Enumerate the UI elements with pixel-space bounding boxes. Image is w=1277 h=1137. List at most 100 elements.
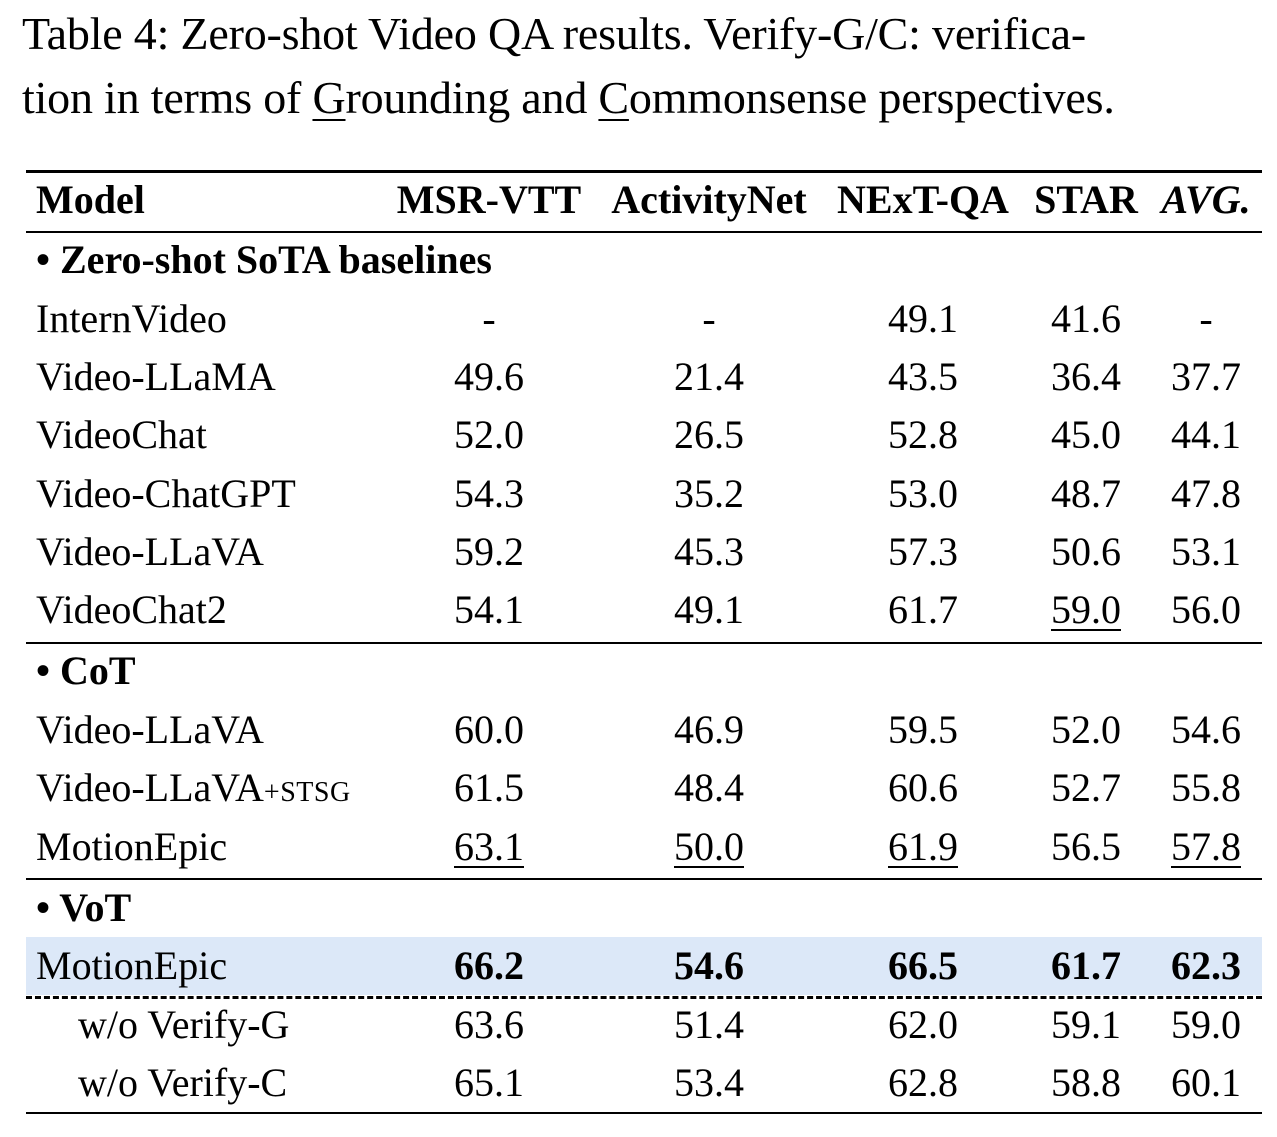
value-star: 45.0 bbox=[1051, 412, 1121, 457]
value-star: 41.6 bbox=[1051, 296, 1121, 341]
value-msrvtt: 63.1 bbox=[389, 818, 589, 876]
underlined-value: 59.0 bbox=[1051, 587, 1121, 632]
value-activitynet: 45.3 bbox=[674, 529, 744, 574]
value-avg: 37.7 bbox=[1171, 354, 1241, 399]
value-nextqa: 61.7 bbox=[888, 587, 958, 632]
header-col-star: STAR bbox=[1034, 177, 1138, 222]
value-avg: 55.8 bbox=[1171, 765, 1241, 810]
table-caption: Table 4: Zero-shot Video QA results. Ver… bbox=[22, 2, 1272, 130]
underlined-value: 61.9 bbox=[888, 824, 958, 869]
value-msrvtt: 49.6 bbox=[454, 354, 524, 399]
value-avg: 47.8 bbox=[1171, 471, 1241, 516]
highlighted-row-bg bbox=[26, 937, 1262, 995]
model-name: Video-LLaVA bbox=[36, 707, 264, 752]
value-nextqa: 59.5 bbox=[888, 707, 958, 752]
value-msrvtt: 59.2 bbox=[454, 529, 524, 574]
value-star: 61.7 bbox=[1051, 943, 1121, 988]
value-nextqa: 49.1 bbox=[888, 296, 958, 341]
model-name: VideoChat bbox=[36, 412, 207, 457]
underlined-value: 63.1 bbox=[454, 824, 524, 869]
section-rule bbox=[26, 878, 1262, 880]
model-name-suffix: +STSG bbox=[263, 777, 351, 808]
value-msrvtt: 65.1 bbox=[454, 1060, 524, 1105]
value-nextqa: 66.5 bbox=[888, 943, 958, 988]
value-nextqa: 57.3 bbox=[888, 529, 958, 574]
value-star: 59.1 bbox=[1051, 1002, 1121, 1047]
value-star: 58.8 bbox=[1051, 1060, 1121, 1105]
dashed-rule bbox=[26, 996, 1262, 999]
value-activitynet: 21.4 bbox=[674, 354, 744, 399]
model-name: w/o Verify-G bbox=[78, 1002, 290, 1047]
model-name: MotionEpic bbox=[36, 824, 228, 869]
header-col-msrvtt: MSR-VTT bbox=[396, 177, 582, 222]
model-name: InternVideo bbox=[36, 296, 227, 341]
value-nextqa: 52.8 bbox=[888, 412, 958, 457]
value-msrvtt: 52.0 bbox=[454, 412, 524, 457]
caption-line-1: Table 4: Zero-shot Video QA results. Ver… bbox=[22, 8, 1087, 59]
bottom-rule bbox=[26, 1112, 1262, 1114]
value-msrvtt: - bbox=[482, 296, 496, 341]
model-name-base: Video-LLaVA bbox=[36, 765, 264, 810]
value-msrvtt: 60.0 bbox=[454, 707, 524, 752]
value-avg: 60.1 bbox=[1171, 1060, 1241, 1105]
value-nextqa: 61.9 bbox=[828, 818, 1018, 876]
model-name: MotionEpic bbox=[36, 943, 228, 988]
model-name: Video-LLaVA bbox=[36, 529, 264, 574]
value-activitynet: - bbox=[702, 296, 716, 341]
value-avg: - bbox=[1199, 296, 1213, 341]
value-star: 56.5 bbox=[1051, 824, 1121, 869]
value-star: 52.7 bbox=[1051, 765, 1121, 810]
header-col-activitynet: ActivityNet bbox=[611, 177, 807, 222]
value-star: 48.7 bbox=[1051, 471, 1121, 516]
underlined-value: 57.8 bbox=[1171, 824, 1241, 869]
value-msrvtt: 54.1 bbox=[454, 587, 524, 632]
value-nextqa: 43.5 bbox=[888, 354, 958, 399]
caption-underlined-letter: C bbox=[598, 72, 629, 123]
value-avg: 44.1 bbox=[1171, 412, 1241, 457]
value-nextqa: 62.0 bbox=[888, 1002, 958, 1047]
value-nextqa: 62.8 bbox=[888, 1060, 958, 1105]
caption-text: rounding and bbox=[345, 72, 599, 123]
value-avg: 54.6 bbox=[1171, 707, 1241, 752]
value-activitynet: 53.4 bbox=[674, 1060, 744, 1105]
value-avg: 57.8 bbox=[1152, 818, 1260, 876]
value-star: 52.0 bbox=[1051, 707, 1121, 752]
value-activitynet: 51.4 bbox=[674, 1002, 744, 1047]
header-col-nextqa: NExT-QA bbox=[837, 177, 1009, 222]
underlined-value: 50.0 bbox=[674, 824, 744, 869]
header-rule bbox=[26, 231, 1262, 233]
value-activitynet: 46.9 bbox=[674, 707, 744, 752]
model-name: VideoChat2 bbox=[36, 587, 227, 632]
value-avg: 59.0 bbox=[1171, 1002, 1241, 1047]
caption-line-2: tion in terms of Grounding and Commonsen… bbox=[22, 66, 1272, 130]
section-title: • CoT bbox=[36, 648, 136, 693]
value-activitynet: 48.4 bbox=[674, 765, 744, 810]
value-activitynet: 50.0 bbox=[604, 818, 814, 876]
value-msrvtt: 63.6 bbox=[454, 1002, 524, 1047]
section-rule bbox=[26, 642, 1262, 644]
model-name: Video-LLaVA+STSG bbox=[36, 759, 351, 817]
caption-text: tion in terms of bbox=[22, 72, 313, 123]
value-star: 36.4 bbox=[1051, 354, 1121, 399]
value-msrvtt: 54.3 bbox=[454, 471, 524, 516]
top-rule bbox=[26, 170, 1262, 173]
value-nextqa: 53.0 bbox=[888, 471, 958, 516]
header-model: Model bbox=[36, 177, 145, 222]
value-avg: 62.3 bbox=[1171, 943, 1241, 988]
model-name: w/o Verify-C bbox=[78, 1060, 288, 1105]
header-col-avg: AVG. bbox=[1161, 177, 1251, 222]
value-avg: 56.0 bbox=[1171, 587, 1241, 632]
value-activitynet: 49.1 bbox=[674, 587, 744, 632]
value-star: 59.0 bbox=[1028, 581, 1144, 639]
model-name: Video-LLaMA bbox=[36, 354, 276, 399]
value-msrvtt: 61.5 bbox=[454, 765, 524, 810]
value-star: 50.6 bbox=[1051, 529, 1121, 574]
value-msrvtt: 66.2 bbox=[454, 943, 524, 988]
value-activitynet: 54.6 bbox=[674, 943, 744, 988]
value-nextqa: 60.6 bbox=[888, 765, 958, 810]
value-activitynet: 26.5 bbox=[674, 412, 744, 457]
caption-underlined-letter: G bbox=[312, 72, 346, 123]
section-title: • VoT bbox=[36, 885, 132, 930]
section-title: • Zero-shot SoTA baselines bbox=[36, 237, 492, 282]
caption-text: ommonsense perspectives. bbox=[628, 72, 1115, 123]
